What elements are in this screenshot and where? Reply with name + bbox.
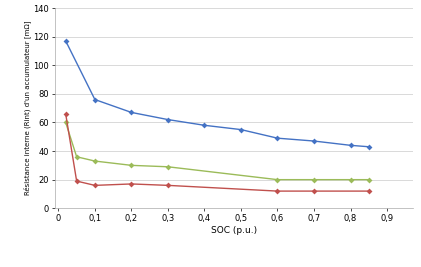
- Racc @ 0°C: [312, 139, 317, 143]
- X-axis label: SOC (p.u.): SOC (p.u.): [210, 226, 257, 235]
- Racc @ 40°C: [275, 190, 280, 193]
- Racc @ 40°C: [74, 179, 79, 183]
- Racc @ 0°C: [366, 145, 371, 148]
- Racc @ 0°C: [348, 144, 353, 147]
- Racc @ 20°C: [74, 155, 79, 158]
- Line: Racc @ 40°C: Racc @ 40°C: [64, 112, 371, 193]
- Racc @ 20°C: [92, 159, 97, 163]
- Racc @ 0°C: [63, 39, 68, 42]
- Line: Racc @ 0°C: Racc @ 0°C: [64, 39, 371, 149]
- Racc @ 40°C: [165, 184, 171, 187]
- Racc @ 40°C: [129, 182, 134, 186]
- Racc @ 0°C: [275, 137, 280, 140]
- Y-axis label: Résistance interne (Rint) d'un accumulateur [mΩ]: Résistance interne (Rint) d'un accumulat…: [23, 21, 31, 195]
- Racc @ 0°C: [238, 128, 243, 131]
- Racc @ 0°C: [202, 124, 207, 127]
- Racc @ 20°C: [275, 178, 280, 181]
- Racc @ 20°C: [165, 165, 171, 168]
- Racc @ 20°C: [348, 178, 353, 181]
- Racc @ 20°C: [312, 178, 317, 181]
- Racc @ 20°C: [366, 178, 371, 181]
- Line: Racc @ 20°C: Racc @ 20°C: [64, 120, 371, 182]
- Racc @ 40°C: [366, 190, 371, 193]
- Racc @ 20°C: [63, 121, 68, 124]
- Racc @ 40°C: [63, 112, 68, 115]
- Racc @ 20°C: [129, 164, 134, 167]
- Racc @ 0°C: [165, 118, 171, 121]
- Racc @ 0°C: [92, 98, 97, 101]
- Racc @ 40°C: [92, 184, 97, 187]
- Racc @ 40°C: [312, 190, 317, 193]
- Racc @ 0°C: [129, 111, 134, 114]
